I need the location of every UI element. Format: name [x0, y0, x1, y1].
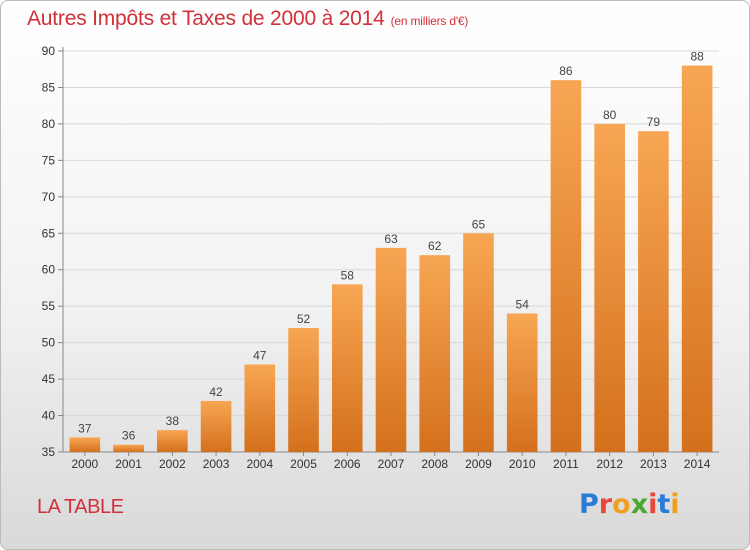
bar-2009 — [463, 233, 494, 452]
bar-2001 — [113, 444, 144, 452]
data-label-2006: 58 — [341, 268, 355, 282]
bar-2008 — [419, 255, 451, 452]
bar-2007 — [375, 247, 407, 452]
logo-letter: P — [579, 489, 599, 520]
x-tick-label-2002: 2002 — [159, 457, 186, 471]
y-tick-label: 55 — [42, 299, 56, 313]
data-label-2001: 36 — [122, 429, 136, 443]
x-tick-label-2003: 2003 — [203, 457, 230, 471]
x-tick-label-2001: 2001 — [115, 457, 142, 471]
data-label-2000: 37 — [78, 421, 92, 435]
y-tick-label: 40 — [42, 409, 56, 423]
data-label-2002: 38 — [166, 414, 180, 428]
data-label-2009: 65 — [472, 217, 486, 231]
data-label-2005: 52 — [297, 312, 311, 326]
x-tick-label-2010: 2010 — [509, 457, 536, 471]
bar-2010 — [506, 313, 538, 452]
data-label-2008: 62 — [428, 239, 442, 253]
data-label-2010: 54 — [516, 297, 530, 311]
data-labels: 37 36 38 42 47 52 58 63 62 65 54 86 80 79 88 — [78, 50, 704, 443]
y-tick-label: 45 — [42, 372, 56, 386]
proxiti-logo[interactable]: Proxiti — [579, 489, 680, 520]
logo-letter: o — [612, 489, 631, 520]
x-tick-label-2009: 2009 — [465, 457, 492, 471]
x-tick-label-2012: 2012 — [596, 457, 623, 471]
place-name: LA TABLE — [37, 496, 124, 518]
x-tick-label-2013: 2013 — [640, 457, 667, 471]
logo-letter: r — [598, 489, 613, 520]
x-tick-label-2000: 2000 — [72, 457, 99, 471]
axes: 35 40 45 50 55 60 65 70 75 80 85 90 2000 2001 2002 2003… — [42, 44, 719, 471]
x-tick-label-2007: 2007 — [378, 457, 405, 471]
bar-2013 — [638, 131, 669, 452]
x-tick-label-2006: 2006 — [334, 457, 361, 471]
y-tick-label: 65 — [42, 226, 56, 240]
bar-2000 — [69, 437, 101, 452]
bar-2006 — [331, 284, 363, 452]
bars — [69, 65, 713, 452]
bar-2004 — [244, 364, 276, 452]
logo-letter: t — [657, 489, 671, 520]
data-label-2014: 88 — [690, 50, 704, 64]
data-label-2013: 79 — [647, 115, 661, 129]
bar-2003 — [200, 400, 232, 452]
chart-title: Autres Impôts et Taxes de 2000 à 2014 (en… — [27, 7, 468, 31]
y-tick-label: 80 — [42, 117, 56, 131]
bar-2014 — [681, 65, 713, 452]
logo-letter: i — [670, 489, 680, 520]
data-label-2011: 86 — [559, 64, 573, 78]
x-tick-label-2004: 2004 — [246, 457, 273, 471]
x-tick-label-2005: 2005 — [290, 457, 317, 471]
y-tick-label: 35 — [42, 445, 56, 459]
data-label-2004: 47 — [253, 349, 267, 363]
chart-title-main: Autres Impôts et Taxes de 2000 à 2014 — [27, 7, 385, 30]
bar-2011 — [550, 80, 582, 452]
x-tick-label-2011: 2011 — [553, 457, 579, 471]
y-tick-label: 60 — [42, 263, 56, 277]
bar-2012 — [594, 123, 625, 452]
data-label-2003: 42 — [209, 385, 223, 399]
chart-title-unit: (en milliers d'€) — [390, 14, 469, 28]
y-tick-label: 90 — [42, 44, 56, 58]
y-tick-label: 85 — [42, 80, 56, 94]
bar-2002 — [157, 430, 188, 452]
x-tick-label-2014: 2014 — [684, 457, 711, 471]
logo-letter: i — [648, 489, 658, 520]
data-label-2012: 80 — [603, 108, 617, 122]
bar-2005 — [288, 328, 319, 452]
y-tick-label: 50 — [42, 336, 56, 350]
x-tick-label-2008: 2008 — [421, 457, 448, 471]
y-tick-label: 75 — [42, 153, 56, 167]
data-label-2007: 63 — [384, 232, 398, 246]
logo-letter: x — [630, 489, 649, 520]
y-tick-label: 70 — [42, 190, 56, 204]
